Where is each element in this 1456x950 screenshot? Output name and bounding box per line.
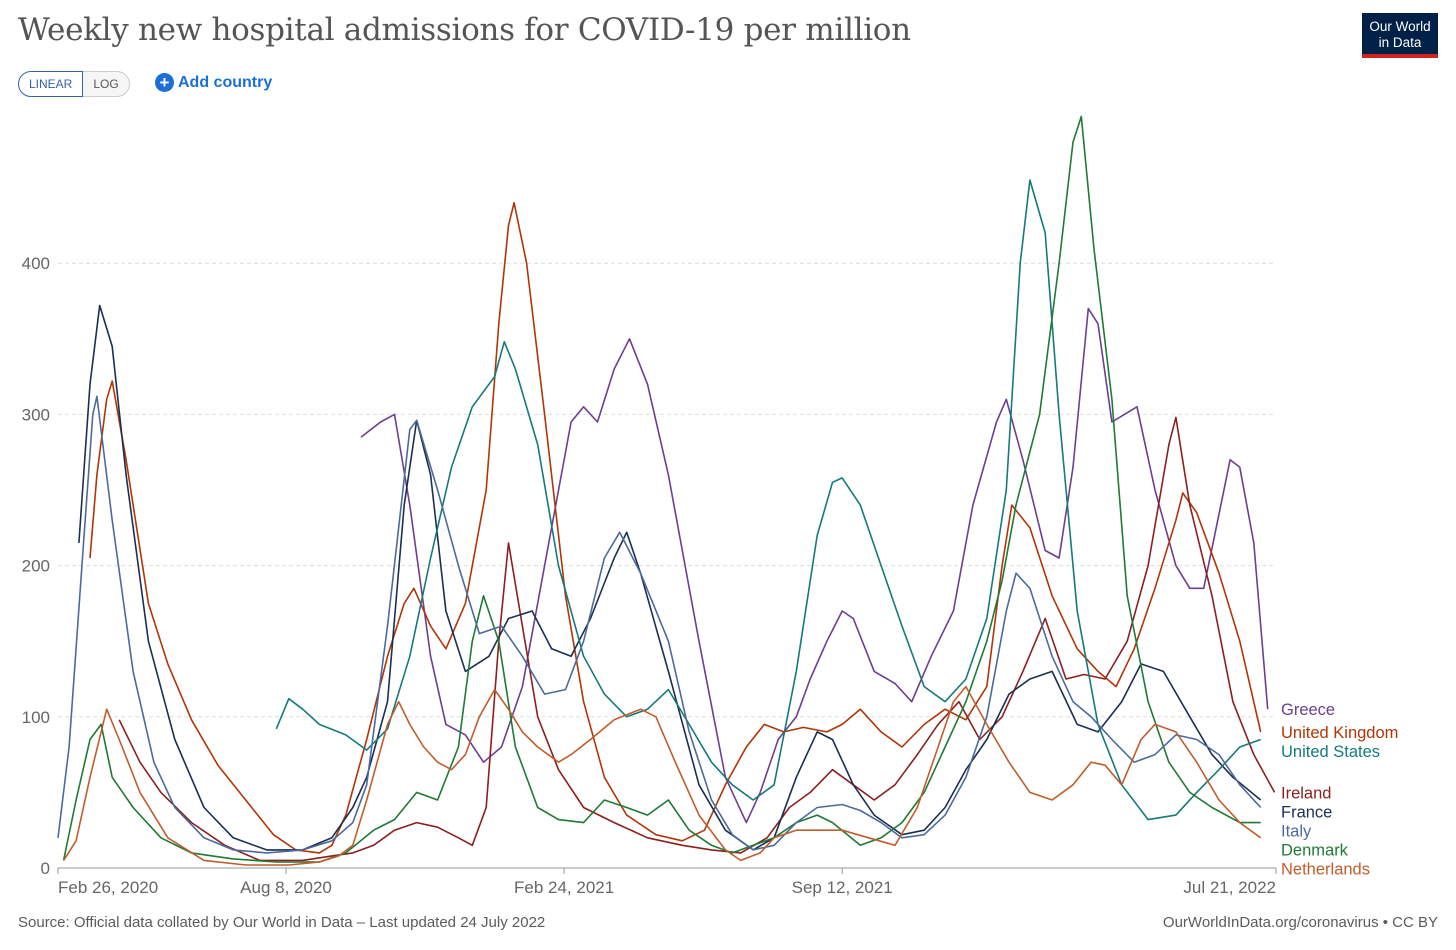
y-tick-label: 400 [22, 254, 50, 273]
y-axis: 0 100 200 300 400 [22, 254, 50, 878]
x-axis: Feb 26, 2020 Aug 8, 2020 Feb 24, 2021 Sep 1… [57, 867, 1277, 897]
log-scale-button[interactable]: LOG [83, 71, 130, 97]
logo-line-2: in Data [1378, 35, 1422, 50]
series-line-netherlands[interactable] [62, 685, 1262, 866]
series-line-united-kingdom[interactable] [89, 201, 1262, 854]
y-tick-label: 0 [41, 859, 50, 878]
footer-link[interactable]: OurWorldInData.org/coronavirus • CC BY [1162, 914, 1438, 931]
series-label[interactable]: United States [1281, 743, 1380, 761]
x-tick-label: Feb 24, 2021 [514, 878, 614, 897]
source-note: Source: Official data collated by Our Wo… [18, 914, 546, 931]
logo-line-1: Our World [1369, 19, 1431, 34]
y-tick-label: 200 [22, 557, 50, 576]
series-line-ireland[interactable] [118, 416, 1276, 862]
series-line-greece[interactable] [360, 307, 1269, 824]
series-lines [57, 115, 1276, 866]
y-tick-label: 100 [22, 708, 50, 727]
x-tick-label: Aug 8, 2020 [240, 878, 332, 897]
x-tick-label: Feb 26, 2020 [58, 878, 158, 897]
series-line-france[interactable] [78, 304, 1262, 851]
series-label[interactable]: Italy [1281, 822, 1312, 840]
add-country-label: Add country [178, 73, 273, 91]
series-label[interactable]: Denmark [1281, 841, 1349, 859]
x-tick-label: Jul 21, 2022 [1183, 878, 1276, 897]
grid-lines [58, 262, 1276, 718]
series-label[interactable]: Greece [1281, 701, 1335, 719]
series-label[interactable]: Netherlands [1281, 860, 1370, 878]
chart-title: Weekly new hospital admissions for COVID… [18, 12, 911, 48]
owid-logo[interactable]: Our World in Data [1362, 13, 1438, 58]
y-tick-label: 300 [22, 405, 50, 424]
x-tick-label: Sep 12, 2021 [792, 878, 893, 897]
series-line-italy[interactable] [57, 395, 1262, 854]
linear-scale-button[interactable]: LINEAR [18, 71, 84, 97]
plus-circle-icon: + [155, 73, 174, 92]
series-label[interactable]: United Kingdom [1281, 724, 1398, 742]
scale-toggle: LINEAR LOG [18, 71, 130, 97]
series-label[interactable]: France [1281, 803, 1332, 821]
series-line-denmark[interactable] [62, 115, 1261, 863]
series-line-united-states[interactable] [275, 179, 1261, 821]
series-label[interactable]: Ireland [1281, 784, 1331, 802]
add-country-button[interactable]: + Add country [155, 73, 272, 92]
